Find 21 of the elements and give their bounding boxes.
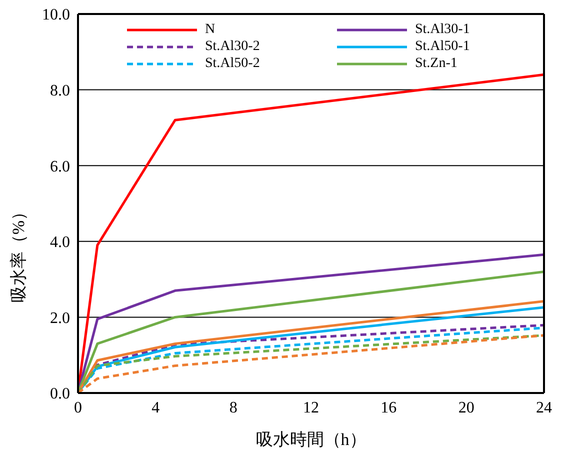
x-axis-title: 吸水時間（h） [256, 430, 366, 450]
y-tick-label: 6.0 [50, 158, 70, 176]
x-tick-label: 8 [229, 399, 238, 416]
x-tick-label: 24 [536, 399, 552, 416]
x-tick-label: 0 [74, 399, 82, 416]
legend-label: N [205, 22, 216, 38]
x-tick-label: 16 [380, 399, 397, 416]
x-tick-label: 20 [458, 399, 474, 416]
legend-label: St.Al50-1 [415, 38, 470, 54]
y-tick-label: 0.0 [50, 386, 70, 403]
y-axis-title: 吸水率（%） [9, 204, 28, 303]
y-tick-label: 8.0 [50, 82, 70, 100]
y-tick-label: 2.0 [50, 310, 70, 327]
legend-label: St.Al30-1 [415, 22, 470, 38]
x-tick-label: 4 [152, 399, 160, 416]
y-tick-label: 4.0 [50, 234, 70, 252]
legend-label: St.Zn-1 [415, 56, 458, 72]
legend-label: St.Al30-2 [205, 38, 260, 54]
x-tick-label: 12 [303, 399, 319, 416]
y-tick-label: 10.0 [42, 6, 70, 24]
legend-label: St.Al50-2 [205, 56, 260, 72]
